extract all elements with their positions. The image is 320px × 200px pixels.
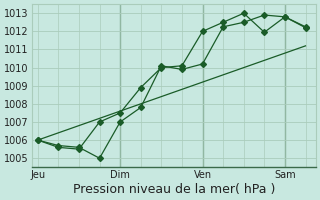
X-axis label: Pression niveau de la mer( hPa ): Pression niveau de la mer( hPa ): [73, 183, 275, 196]
